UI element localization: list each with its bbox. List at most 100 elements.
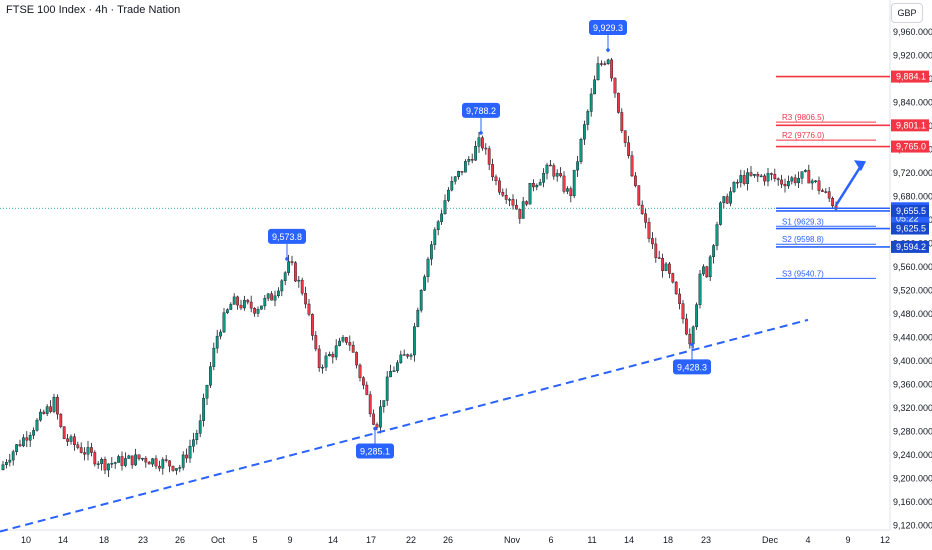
candle	[45, 404, 49, 417]
candle-body	[433, 229, 437, 245]
candle-body	[814, 180, 818, 183]
price-tag: 9,625.5	[891, 222, 929, 235]
candle	[705, 265, 709, 279]
candle	[419, 289, 423, 313]
candle	[749, 166, 753, 177]
candle-body	[399, 354, 403, 363]
candle-body	[290, 261, 294, 263]
candle-body	[450, 181, 454, 191]
candle-body	[535, 185, 539, 188]
candle-body	[345, 337, 348, 343]
candle	[494, 174, 498, 186]
candle	[324, 352, 328, 371]
candle	[535, 183, 539, 191]
candle	[15, 443, 18, 456]
candle-body	[35, 419, 39, 431]
candle-body	[715, 224, 719, 246]
candle-body	[157, 465, 161, 469]
candle-body	[202, 397, 205, 421]
candle-body	[28, 435, 32, 441]
candle-body	[113, 462, 117, 464]
swing-label: 9,929.3	[589, 20, 627, 52]
candle	[219, 329, 222, 340]
price-tag: 9,884.1	[891, 70, 929, 83]
candle	[385, 370, 389, 406]
candle-body	[89, 447, 93, 453]
candle-body	[181, 454, 185, 468]
time-axis-tick: 17	[366, 535, 376, 545]
candle	[814, 180, 818, 184]
candle-body	[508, 199, 511, 201]
candle-body	[392, 370, 396, 372]
candle-body	[719, 202, 722, 225]
candle-body	[787, 181, 790, 187]
candle	[191, 432, 195, 453]
currency-button[interactable]: GBP	[891, 3, 923, 23]
candle	[630, 151, 634, 177]
candle-body	[351, 344, 355, 353]
price-axis-tick: 9,280.000	[893, 427, 932, 437]
candle-body	[627, 142, 631, 156]
candle	[106, 463, 110, 478]
candle-body	[807, 170, 811, 184]
candle	[671, 272, 675, 284]
candle	[362, 376, 365, 390]
candle-body	[185, 454, 188, 459]
candle-body	[416, 309, 420, 327]
candle	[504, 188, 508, 204]
candle-body	[566, 188, 569, 192]
candle-body	[555, 173, 559, 177]
candle-body	[797, 178, 801, 184]
candle	[76, 441, 80, 450]
time-axis-tick: 18	[663, 535, 673, 545]
candle	[123, 452, 127, 468]
swing-label-text: 9,285.1	[360, 447, 390, 457]
candle	[498, 177, 501, 195]
candle-body	[521, 201, 525, 219]
candle-body	[664, 263, 668, 271]
candle	[736, 179, 739, 189]
candle-body	[732, 182, 736, 192]
time-axis-tick: 6	[548, 535, 553, 545]
candle-body	[270, 293, 273, 301]
candle-body	[280, 280, 284, 292]
candle-body	[634, 175, 637, 186]
candle	[821, 188, 824, 192]
candle-body	[749, 172, 753, 176]
candle-body	[174, 468, 178, 471]
candle-body	[501, 191, 505, 196]
candle-body	[222, 312, 226, 333]
price-axis-tick: 9,120.000	[893, 521, 932, 531]
candle	[620, 108, 624, 134]
candle	[42, 409, 46, 415]
price-tag-countdown: 05:22	[896, 213, 919, 223]
candle-body	[436, 221, 440, 230]
candle-body	[239, 304, 243, 309]
candle	[202, 393, 205, 427]
candle-body	[742, 175, 746, 184]
candle-body	[423, 276, 426, 291]
price-tag-box	[891, 240, 929, 253]
candle-body	[545, 164, 549, 174]
candle	[294, 261, 297, 282]
chart-title: FTSE 100 Index · 4h · Trade Nation	[6, 4, 181, 16]
candle-body	[22, 437, 25, 447]
candle-body	[389, 370, 392, 378]
candle	[555, 169, 559, 182]
candle	[25, 431, 29, 448]
candle	[542, 168, 546, 188]
candle-body	[18, 444, 22, 447]
candle	[321, 364, 324, 374]
candle	[93, 450, 97, 467]
candle-body	[419, 290, 423, 311]
candle	[810, 178, 814, 190]
candle-body	[100, 458, 104, 464]
candle	[426, 256, 430, 283]
candle	[688, 328, 692, 349]
candle-body	[776, 178, 780, 181]
candle-body	[103, 458, 107, 471]
candle	[86, 440, 90, 461]
time-axis-tick: 9	[287, 535, 292, 545]
candle	[770, 172, 773, 181]
